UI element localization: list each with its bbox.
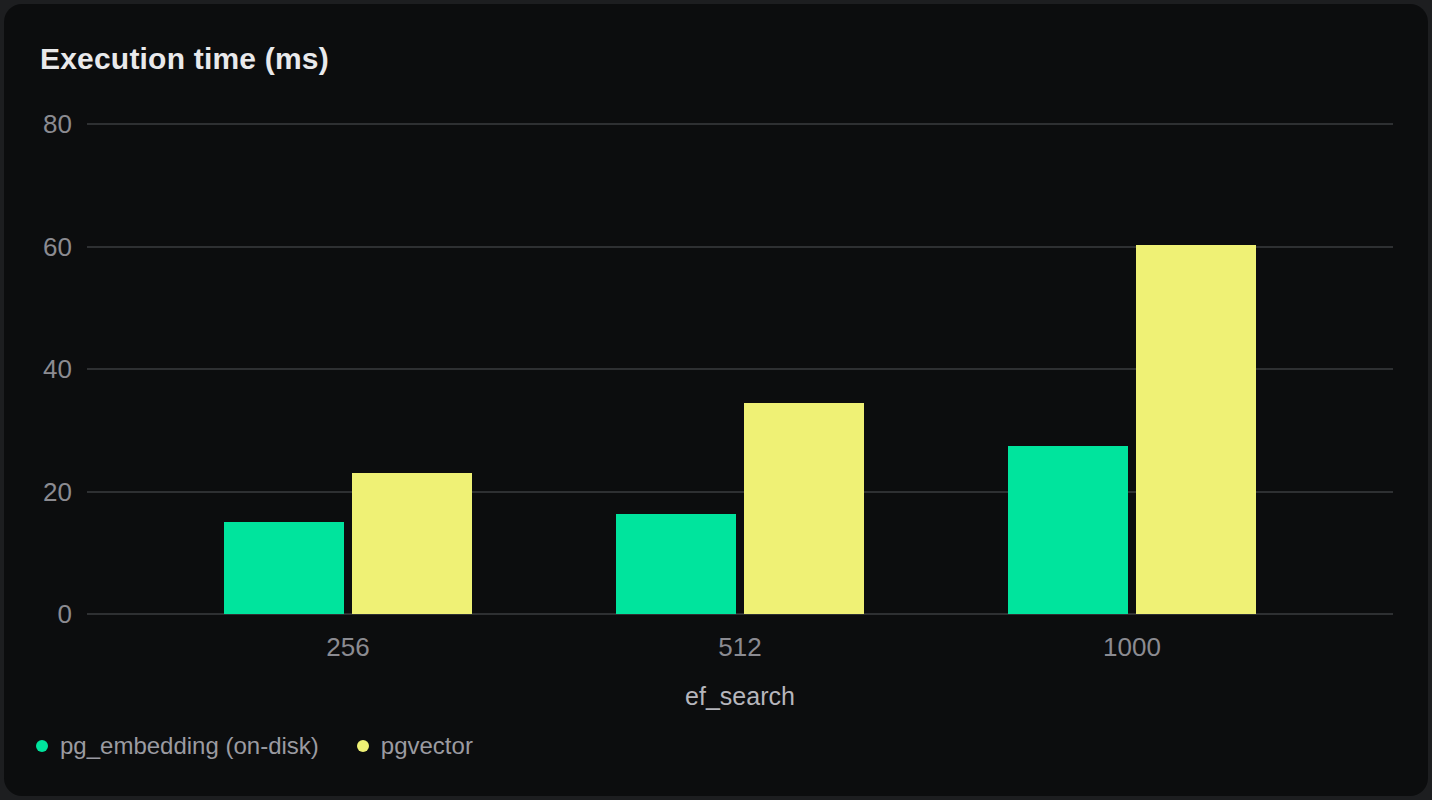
- x-tick-label: 512: [640, 632, 840, 663]
- legend-dot-icon: [36, 740, 48, 752]
- chart-legend: pg_embedding (on-disk) pgvector: [36, 732, 473, 760]
- bar: [352, 473, 472, 614]
- y-tick-label: 60: [8, 234, 72, 260]
- gridline: [87, 123, 1393, 125]
- legend-dot-icon: [357, 740, 369, 752]
- bar: [744, 403, 864, 614]
- y-tick-label: 0: [8, 601, 72, 627]
- bar: [616, 514, 736, 614]
- x-tick-label: 256: [248, 632, 448, 663]
- x-axis-label: ef_search: [590, 682, 890, 711]
- legend-item: pg_embedding (on-disk): [36, 732, 319, 760]
- legend-label: pgvector: [381, 732, 473, 760]
- legend-label: pg_embedding (on-disk): [60, 732, 319, 760]
- y-tick-label: 40: [8, 356, 72, 382]
- bar: [1008, 446, 1128, 614]
- page: { "chart_data": { "type": "bar", "title"…: [0, 0, 1432, 800]
- bar: [1136, 245, 1256, 614]
- y-tick-label: 20: [8, 479, 72, 505]
- legend-item: pgvector: [357, 732, 473, 760]
- y-tick-label: 80: [8, 111, 72, 137]
- bar: [224, 522, 344, 614]
- plot-area: 0 20 40 60 80 256 512 1000 ef_search: [4, 4, 1428, 796]
- x-tick-label: 1000: [1032, 632, 1232, 663]
- chart-card: Execution time (ms) 0204060802565121000e…: [4, 4, 1428, 796]
